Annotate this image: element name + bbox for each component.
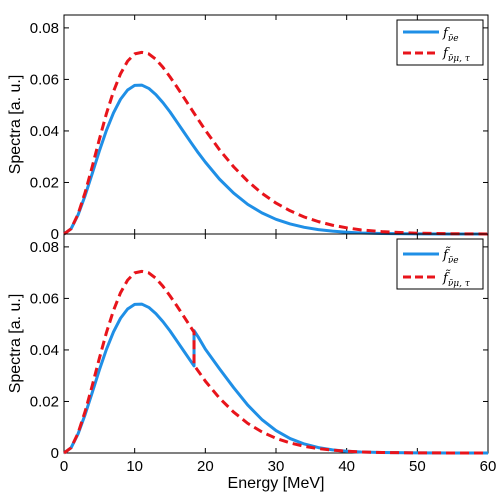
bottom-x-tick-label: 50 — [409, 458, 426, 475]
bottom-y-tick-label: 0.02 — [30, 393, 59, 410]
bottom-legend-label-nu-mu-tau: f̃ν̄μ, τ — [442, 269, 471, 289]
bottom-legend: f̃ν̄e f̃ν̄μ, τ — [396, 238, 484, 290]
bottom-y-ticks: 0 0.02 0.04 0.06 0.08 — [30, 239, 488, 462]
top-y-tick-label: 0 — [51, 226, 59, 243]
bottom-legend-box — [396, 238, 484, 290]
bottom-y-tick-label: 0.04 — [30, 342, 59, 359]
bottom-x-tick-label: 60 — [480, 458, 497, 475]
bottom-y-tick-label: 0.06 — [30, 290, 59, 307]
bottom-legend-label-nu-e: f̃ν̄e — [442, 246, 459, 266]
bottom-y-axis-label: Spectra [a. u.] — [7, 294, 24, 394]
bottom-series — [63, 269, 489, 455]
top-legend-label-nu-mu-tau: fν̄μ, τ — [442, 46, 471, 64]
top-y-tick-label: 0.08 — [30, 20, 59, 37]
bottom-series-line-1 — [63, 269, 489, 455]
top-y-tick-label: 0.06 — [30, 71, 59, 88]
top-legend-label-nu-e: fν̄e — [442, 26, 459, 44]
bottom-x-tick-label: 10 — [126, 458, 143, 475]
bottom-y-tick-label: 0.08 — [30, 239, 59, 256]
top-y-ticks: 0 0.02 0.04 0.06 0.08 — [30, 20, 488, 243]
top-series-line-0 — [63, 83, 489, 236]
top-y-tick-label: 0.04 — [30, 123, 59, 140]
top-series-line-1 — [63, 50, 489, 236]
x-axis-label: Energy [MeV] — [228, 475, 325, 492]
bottom-x-ticks: 0 10 20 30 40 50 60 — [60, 234, 497, 475]
bottom-y-tick-label: 0 — [51, 445, 59, 462]
bottom-x-tick-label: 0 — [60, 458, 68, 475]
top-y-tick-label: 0.02 — [30, 174, 59, 191]
top-panel: 0 0.02 0.04 0.06 0.08 Spectra [a. u.] fν̄e f… — [7, 14, 489, 243]
bottom-x-tick-label: 30 — [268, 458, 285, 475]
bottom-x-tick-label: 20 — [197, 458, 214, 475]
top-legend-box — [396, 19, 484, 66]
bottom-series-line-0 — [63, 302, 489, 455]
bottom-panel: 0 0.02 0.04 0.06 0.08 0 10 20 30 40 50 60 Spectra … — [7, 233, 497, 492]
bottom-x-tick-label: 40 — [338, 458, 355, 475]
top-series — [63, 50, 489, 236]
top-y-axis-label: Spectra [a. u.] — [7, 75, 24, 175]
top-legend: fν̄e fν̄μ, τ — [396, 19, 484, 66]
